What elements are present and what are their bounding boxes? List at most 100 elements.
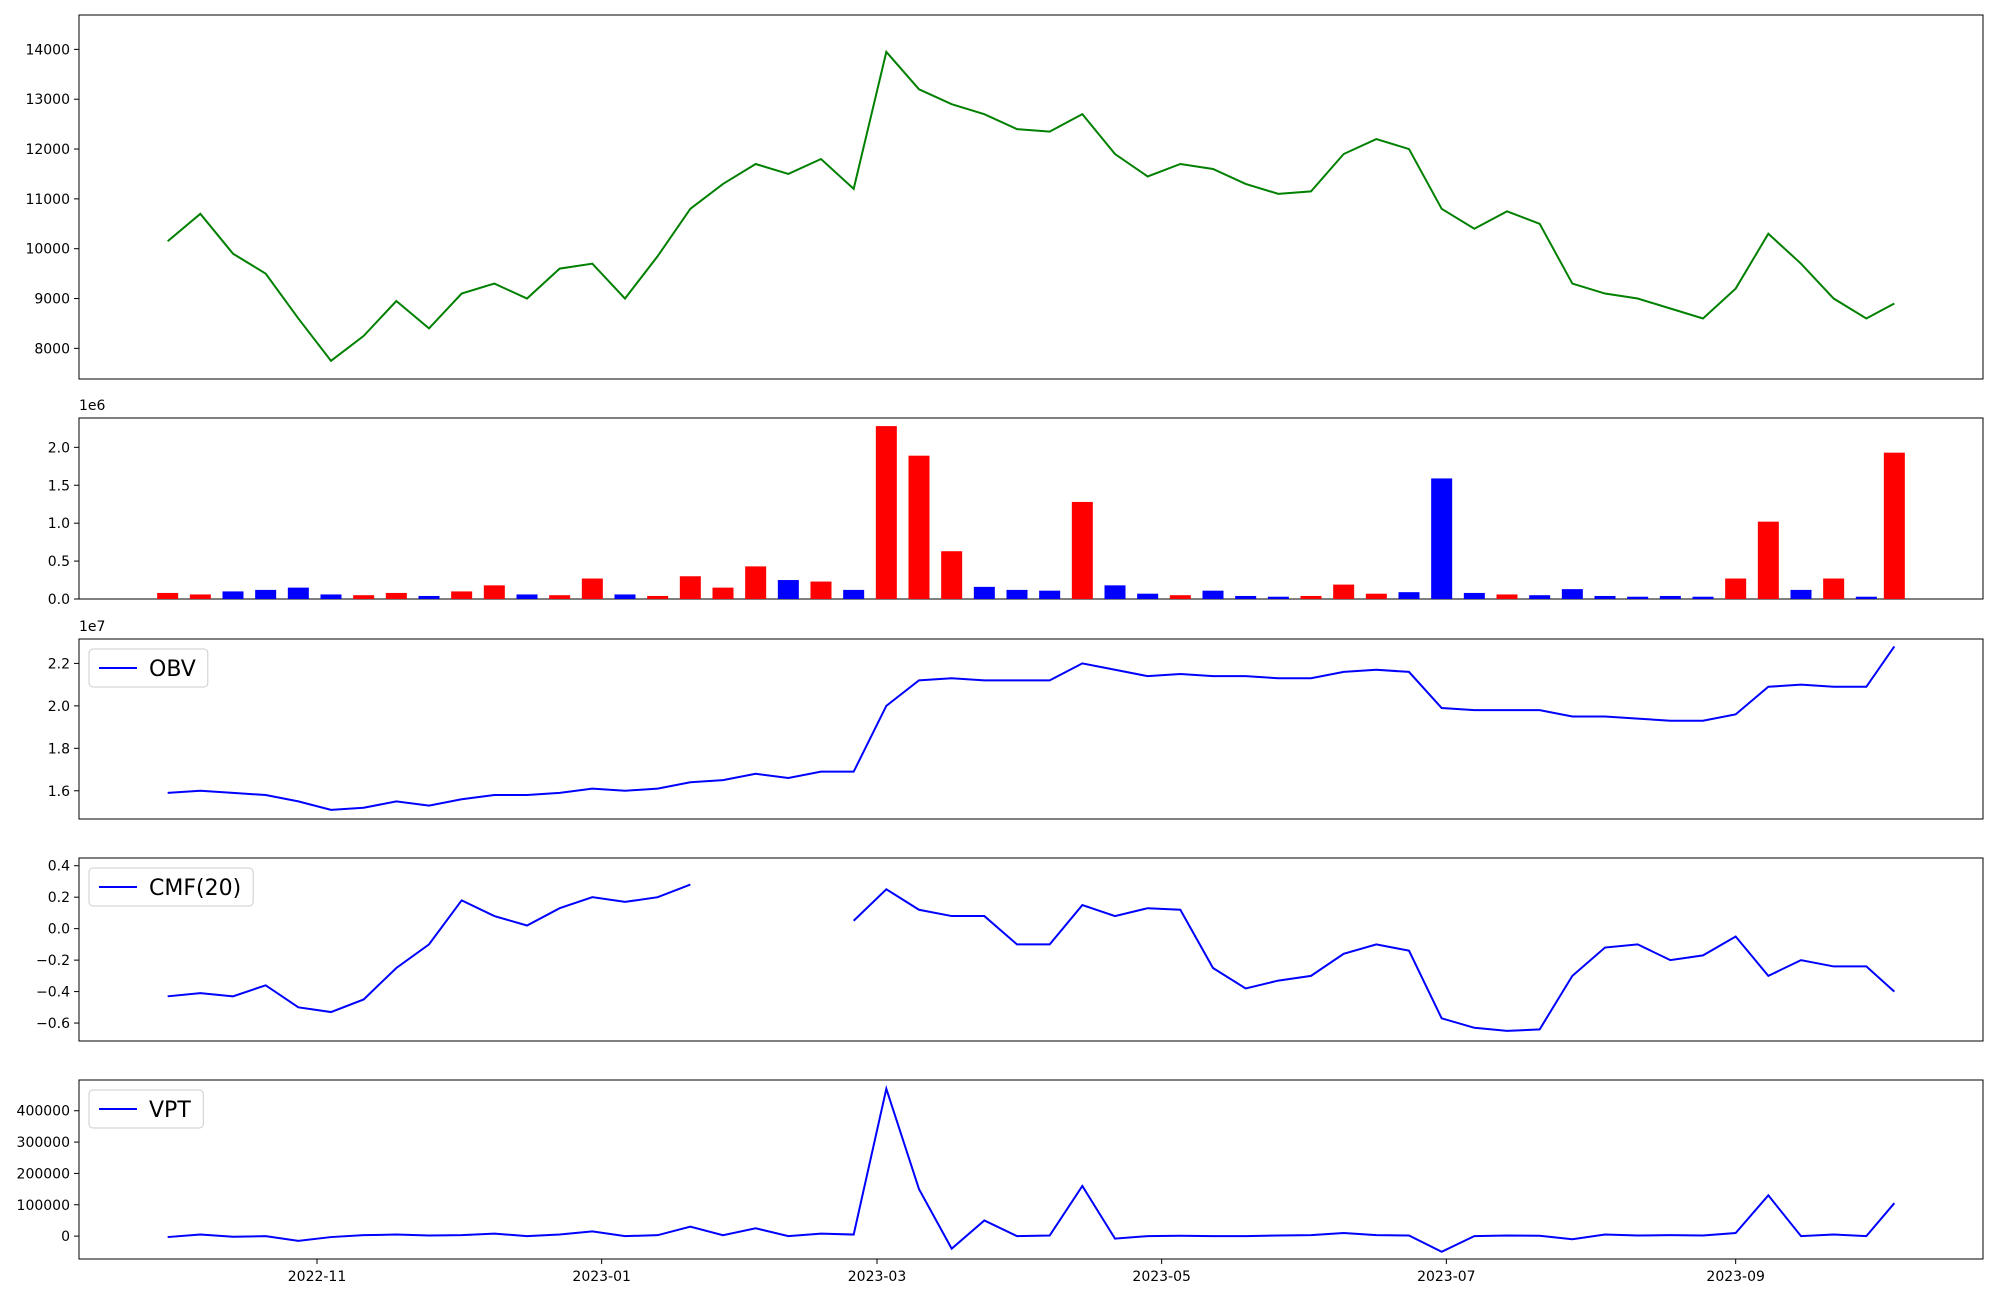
y-tick-label: 2.0 — [48, 699, 70, 715]
y-tick-label: 2.0 — [48, 440, 70, 456]
volume-bar — [1365, 593, 1387, 599]
volume-bar — [1006, 589, 1028, 599]
volume-bar — [712, 587, 734, 599]
series-line — [167, 1085, 1896, 1253]
series-line — [167, 883, 1895, 1032]
volume-bar — [1790, 589, 1812, 599]
volume-bar — [483, 585, 505, 599]
volume-bar — [1594, 595, 1616, 599]
plot-frame — [78, 1079, 1984, 1260]
volume-bar — [320, 594, 342, 599]
y-tick-label: 0.5 — [48, 554, 70, 570]
y-tick-label: 9000 — [34, 292, 70, 308]
legend-box — [88, 1089, 204, 1129]
series-line — [167, 49, 1895, 363]
volume-bar — [353, 595, 375, 599]
volume-bar — [1529, 595, 1551, 599]
y-tick-label: 100000 — [17, 1198, 70, 1214]
y-tick-label: 14000 — [25, 42, 70, 58]
volume-bar — [1300, 595, 1322, 599]
volume-bar — [647, 595, 669, 599]
y-tick-label: 300000 — [17, 1135, 70, 1151]
y-tick-label: 0 — [61, 1229, 70, 1245]
plot-frame — [78, 14, 1984, 380]
y-tick-label: 0.0 — [48, 922, 70, 938]
volume-bar — [810, 581, 832, 599]
y-tick-label: 400000 — [17, 1104, 70, 1120]
y-tick-label: 1.8 — [48, 741, 70, 757]
y-tick-label: 0.4 — [48, 859, 70, 875]
volume-bar — [1431, 478, 1453, 599]
volume-bar — [1169, 595, 1191, 599]
volume-bar — [451, 591, 473, 599]
y-tick-label: 12000 — [25, 142, 70, 158]
series-line — [167, 645, 1896, 811]
y-tick-label: 0.0 — [48, 592, 70, 608]
volume-bar — [1855, 596, 1877, 599]
axis-offset-label: 1e6 — [79, 398, 106, 414]
x-tick-label: 2022-11 — [288, 1269, 347, 1285]
y-tick-label: 1.6 — [48, 784, 70, 800]
y-tick-label: 200000 — [17, 1166, 70, 1182]
volume-bar — [679, 576, 701, 599]
volume-bar — [843, 589, 865, 599]
volume-bar — [516, 594, 538, 599]
y-tick-label: 10000 — [25, 242, 70, 258]
volume-bar — [549, 595, 571, 599]
volume-bar — [1202, 590, 1224, 599]
volume-bar — [745, 566, 767, 599]
x-tick-label: 2023-01 — [572, 1269, 631, 1285]
volume-bar — [1725, 578, 1747, 599]
volume-bar — [287, 587, 309, 599]
plot-frame — [78, 638, 1984, 820]
y-tick-label: 1.0 — [48, 516, 70, 532]
volume-bar — [1235, 595, 1257, 599]
volume-bar — [908, 455, 930, 599]
volume-bar — [1039, 590, 1061, 599]
volume-bar — [255, 589, 277, 599]
volume-bar — [941, 551, 963, 599]
x-tick-label: 2023-05 — [1132, 1269, 1191, 1285]
volume-bar — [222, 591, 244, 599]
volume-bar — [581, 578, 603, 599]
volume-bar — [1137, 593, 1159, 599]
y-tick-label: 2.2 — [48, 656, 70, 672]
volume-bar — [1757, 521, 1779, 599]
y-tick-label: −0.2 — [36, 953, 70, 969]
volume-bar — [1659, 595, 1681, 599]
volume-bar — [1267, 596, 1289, 599]
volume-bar — [157, 592, 179, 599]
volume-bar — [1071, 501, 1093, 599]
y-tick-label: 1.5 — [48, 478, 70, 494]
volume-bar — [1398, 592, 1420, 599]
y-tick-label: 0.2 — [48, 890, 70, 906]
volume-bar — [1627, 596, 1649, 599]
x-tick-label: 2023-09 — [1706, 1269, 1765, 1285]
y-tick-label: −0.4 — [36, 985, 70, 1001]
volume-bar — [1561, 589, 1583, 599]
volume-bar — [385, 592, 407, 599]
volume-bar — [1496, 594, 1518, 599]
volume-bar — [1883, 452, 1905, 599]
y-tick-label: 13000 — [25, 92, 70, 108]
volume-bar — [1333, 584, 1355, 599]
volume-bar — [418, 595, 440, 599]
plot-frame — [78, 417, 1984, 600]
y-tick-label: −0.6 — [36, 1016, 70, 1032]
volume-bar — [614, 594, 636, 599]
volume-bar — [1104, 585, 1126, 599]
volume-bar — [1692, 596, 1714, 599]
y-tick-label: 11000 — [25, 192, 70, 208]
x-tick-label: 2023-07 — [1417, 1269, 1476, 1285]
legend-label: VPT — [149, 1098, 191, 1123]
volume-bar — [1463, 592, 1485, 599]
legend-box — [88, 867, 254, 907]
plot-frame — [78, 857, 1984, 1042]
volume-bar — [1823, 578, 1845, 599]
legend-label: CMF(20) — [149, 876, 241, 901]
legend-box — [88, 648, 209, 688]
axis-offset-label: 1e7 — [79, 619, 105, 635]
x-tick-label: 2023-03 — [848, 1269, 907, 1285]
